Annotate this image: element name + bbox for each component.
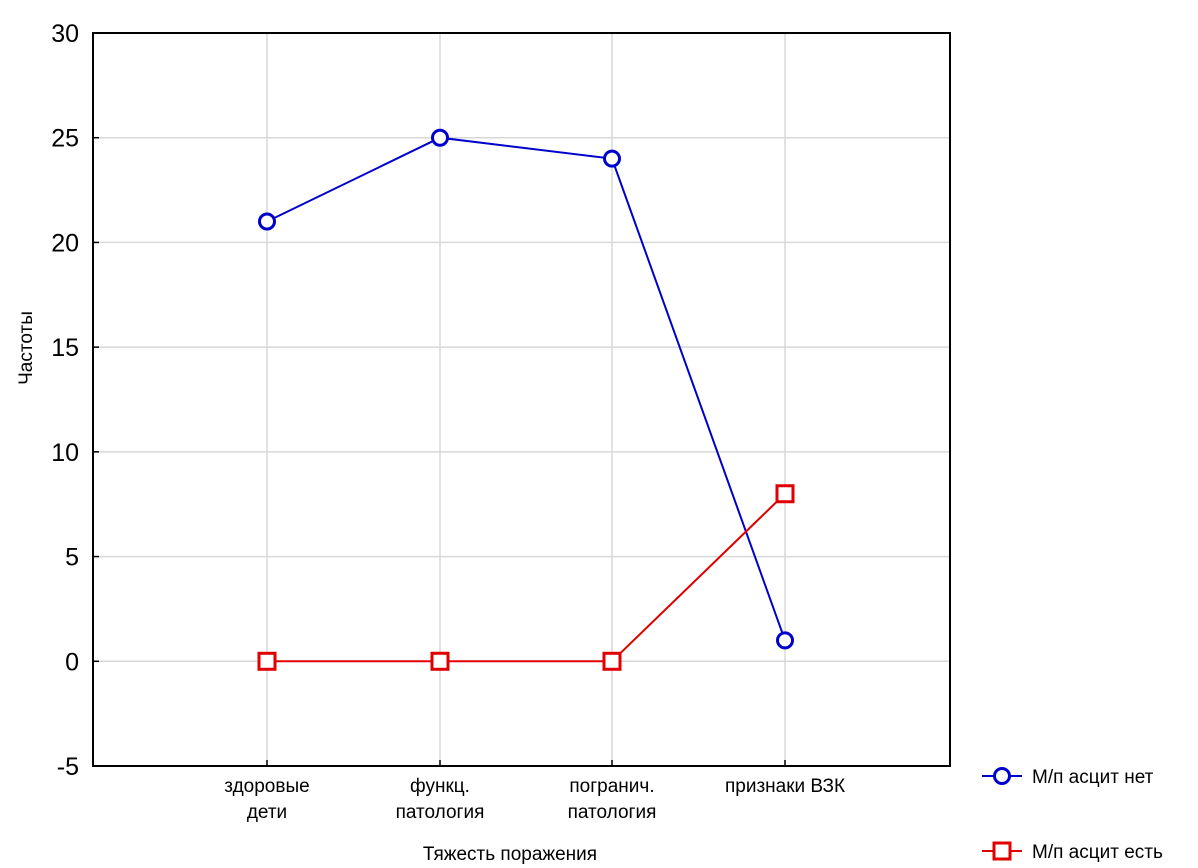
- y-tick-label: 5: [65, 544, 79, 572]
- series-line: [267, 494, 785, 662]
- x-category-label-line: здоровые: [224, 776, 309, 797]
- legend-label: М/п асцит нет: [1032, 767, 1154, 788]
- data-point-square: [432, 653, 448, 669]
- x-category-label: здоровые дети: [224, 776, 309, 823]
- x-category-label-line: патология: [568, 802, 657, 823]
- x-category-label-line: функц.: [410, 776, 470, 797]
- data-point-circle: [433, 130, 448, 145]
- data-point-square: [259, 653, 275, 669]
- y-tick-label: -5: [57, 753, 79, 781]
- y-tick-label: 0: [65, 648, 79, 676]
- x-category-label-line: погранич.: [569, 776, 654, 797]
- y-tick-label: 25: [51, 125, 79, 153]
- y-tick-label: 20: [51, 229, 79, 257]
- data-point-circle: [605, 151, 620, 166]
- series-layer: [259, 130, 793, 669]
- plot-frame: [93, 33, 950, 766]
- x-axis-title: Тяжесть поражения: [423, 844, 597, 865]
- x-category-label: погранич. патология: [568, 776, 657, 823]
- x-category-label-line: признаки ВЗК: [725, 776, 845, 797]
- legend-label: М/п асцит есть: [1032, 842, 1163, 863]
- data-point-circle: [260, 214, 275, 229]
- y-tick-label: 15: [51, 334, 79, 362]
- x-category-label: функц. патология: [396, 776, 485, 823]
- legend: М/п асцит нет М/п асцит есть: [982, 767, 1163, 863]
- data-point-square: [604, 653, 620, 669]
- grid-lines: [93, 33, 950, 766]
- y-tick-label: 30: [51, 20, 79, 48]
- x-category-label-line: дети: [247, 802, 287, 823]
- y-axis-ticks: -5 0 5 10 15 20 25 30: [51, 20, 99, 781]
- data-point-circle: [778, 633, 793, 648]
- y-axis-title: Частоты: [16, 311, 37, 385]
- x-axis-categories: здоровые дети функц. патология погранич. пато…: [224, 760, 845, 823]
- series-line: [267, 138, 785, 641]
- x-category-label-line: патология: [396, 802, 485, 823]
- legend-marker-square: [994, 843, 1010, 859]
- legend-marker-circle: [995, 769, 1010, 784]
- data-point-square: [777, 486, 793, 502]
- x-category-label: признаки ВЗК: [725, 776, 845, 797]
- y-tick-label: 10: [51, 439, 79, 467]
